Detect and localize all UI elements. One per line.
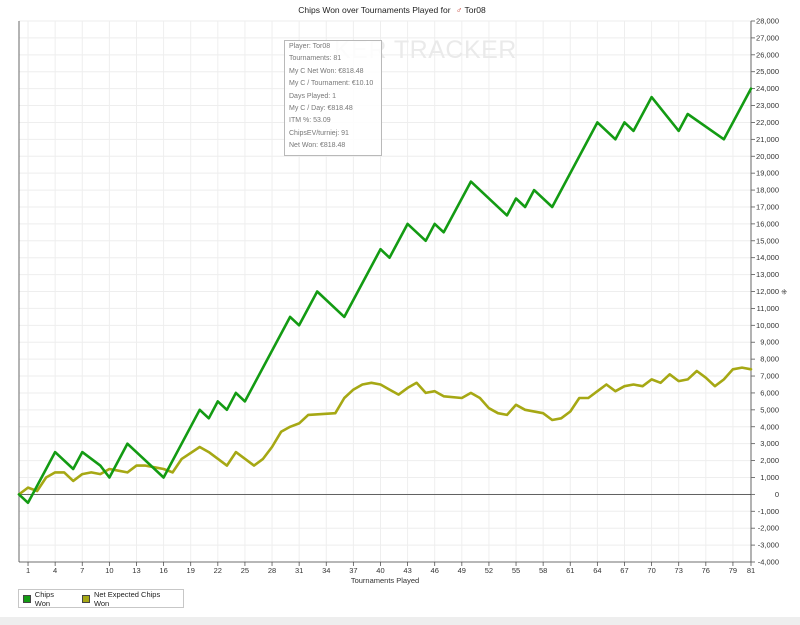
y-tick-label: 20,000 [756,152,779,161]
y-tick-label: -4,000 [758,558,779,567]
y-tick-label: 27,000 [756,33,779,42]
x-tick-label: 22 [214,566,222,575]
y-tick-label: 26,000 [756,50,779,59]
x-tick-label: 31 [295,566,303,575]
y-tick-label: 10,000 [756,321,779,330]
legend-swatch-net-expected [82,594,90,603]
y-tick-label: 3,000 [760,439,779,448]
y-tick-label: 15,000 [756,236,779,245]
legend-label-net-expected: Net Expected Chips Won [93,589,161,608]
x-tick-label: 1 [26,566,30,575]
info-chipsev: ChipsEV/turniej: 91 [289,129,349,137]
info-tournaments: Tournaments: 81 [289,55,342,63]
x-tick-label: 10 [105,566,113,575]
x-tick-label: 70 [647,566,655,575]
y-tick-label: 28,000 [756,17,779,26]
x-tick-label: 58 [539,566,547,575]
x-tick-label: 34 [322,566,330,575]
x-tick-label: 52 [485,566,493,575]
x-tick-label: 40 [376,566,384,575]
x-tick-label: 79 [729,566,737,575]
x-tick-label: 76 [702,566,710,575]
x-tick-label: 28 [268,566,276,575]
legend-swatch-chips-won [23,594,31,603]
x-tick-label: 55 [512,566,520,575]
y-tick-label: 4,000 [760,422,779,431]
y-tick-label: 24,000 [756,84,779,93]
x-tick-label: 73 [675,566,683,575]
y-tick-label: 18,000 [756,186,779,195]
info-box: Player: Tor08 Tournaments: 81 My C Net W… [284,40,382,156]
x-tick-label: 37 [349,566,357,575]
x-tick-label: 13 [132,566,140,575]
x-tick-label: 4 [53,566,57,575]
y-tick-label: 7,000 [760,372,779,381]
x-tick-label: 25 [241,566,249,575]
y-tick-label: 11,000 [757,304,779,313]
info-net-won-c: My C Net Won: €818.48 [289,67,364,75]
legend-item-chips-won[interactable]: Chips Won [23,590,70,608]
x-axis-label: Tournaments Played [351,576,419,585]
legend-item-net-expected[interactable]: Net Expected Chips Won [82,590,175,608]
y-tick-label: 12,000 [756,287,779,296]
x-tick-label: 19 [187,566,195,575]
y-tick-label: 8,000 [760,355,779,364]
y-tick-label: 1,000 [760,473,779,482]
y-tick-label: 5,000 [760,405,779,414]
y-tick-label: 19,000 [756,169,779,178]
y-tick-label: 21,000 [756,135,779,144]
legend: Chips Won Net Expected Chips Won [18,589,184,608]
x-tick-label: 7 [80,566,84,575]
y-tick-label: 13,000 [756,270,779,279]
status-bar [0,617,800,625]
y-tick-label: 0 [775,490,779,499]
x-tick-label: 81 [747,566,755,575]
y-unit-mark: ⁜ [781,288,788,297]
plot-area: -4,000 -3,000 -2,000 -1,000 0 1,000 2,000 3,000… [17,17,788,585]
y-tick-label: 23,000 [756,101,779,110]
x-tick-label: 64 [593,566,601,575]
y-tick-label: 2,000 [760,456,779,465]
y-tick-label: 17,000 [756,202,779,211]
x-tick-label: 49 [458,566,466,575]
player-icon: ♂ [456,5,462,15]
series-line-chips-won [17,87,753,505]
info-net-won: Net Won: €818.48 [289,142,346,150]
y-tick-label: -3,000 [758,541,779,550]
legend-label-chips-won: Chips Won [34,589,54,608]
x-tick-label: 61 [566,566,574,575]
info-days-played: Days Played: 1 [289,92,337,100]
y-tick-label: 25,000 [756,67,779,76]
y-tick-label: 16,000 [756,219,779,228]
series-line-net-expected [17,366,753,496]
info-itm: ITM %: 53.09 [289,117,331,125]
x-tick-label: 16 [159,566,167,575]
y-tick-label: 14,000 [756,253,779,262]
chart-title: Chips Won over Tournaments Played for ♂ … [298,5,486,15]
info-per-day: My C / Day: €818.48 [289,104,353,112]
info-per-tournament: My C / Tournament: €10.10 [289,80,374,88]
y-tick-label: -1,000 [758,507,779,516]
x-tick-label: 43 [403,566,411,575]
y-tick-label: 9,000 [760,338,779,347]
y-tick-label: 22,000 [756,118,779,127]
x-tick-label: 46 [431,566,439,575]
x-tick-label: 67 [620,566,628,575]
y-tick-label: 6,000 [760,388,779,397]
info-player: Player: Tor08 [289,43,331,50]
y-tick-label: -2,000 [758,524,779,533]
